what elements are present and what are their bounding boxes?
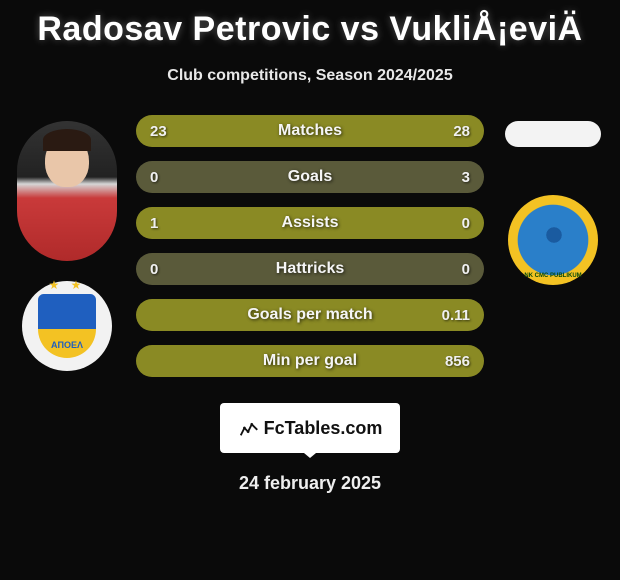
stat-left-value: 0 [150,169,180,186]
player-photo-right [505,121,601,147]
comparison-card: Radosav Petrovic vs VukliÅ¡eviÄ Club com… [0,0,620,494]
stat-left-value: 0 [150,261,180,278]
brand-link[interactable]: FcTables.com [220,403,400,453]
stat-row-assists: 1 Assists 0 [136,207,484,239]
chart-icon [238,417,260,439]
stat-row-goals-per-match: Goals per match 0.11 [136,299,484,331]
right-column [494,115,612,285]
shield-icon [38,294,96,358]
left-column [8,115,126,371]
stat-right-value: 28 [440,123,470,140]
brand-text: FcTables.com [264,418,383,439]
stats-list: 23 Matches 28 0 Goals 3 1 Assists 0 0 Ha… [126,115,494,391]
page-subtitle: Club competitions, Season 2024/2025 [0,67,620,85]
stat-row-matches: 23 Matches 28 [136,115,484,147]
footer-date: 24 february 2025 [0,473,620,494]
stat-right-value: 856 [440,353,470,370]
player-photo-left [17,121,117,261]
stat-row-min-per-goal: Min per goal 856 [136,345,484,377]
stat-label: Min per goal [263,352,357,370]
brand-label: FcTables.com [238,417,383,439]
stat-label: Hattricks [276,260,344,278]
stat-row-goals: 0 Goals 3 [136,161,484,193]
stat-row-hattricks: 0 Hattricks 0 [136,253,484,285]
club-badge-left [22,281,112,371]
stat-right-value: 0 [440,215,470,232]
page-title: Radosav Petrovic vs VukliÅ¡eviÄ [0,10,620,49]
stat-left-value: 23 [150,123,180,140]
stat-right-value: 0 [440,261,470,278]
stat-label: Goals per match [247,306,372,324]
stat-label: Goals [288,168,332,186]
stat-right-value: 0.11 [440,307,470,324]
club-badge-right [508,195,598,285]
stat-right-value: 3 [440,169,470,186]
stat-label: Matches [278,122,342,140]
stat-label: Assists [282,214,339,232]
stat-left-value: 1 [150,215,180,232]
main-content: 23 Matches 28 0 Goals 3 1 Assists 0 0 Ha… [0,115,620,391]
